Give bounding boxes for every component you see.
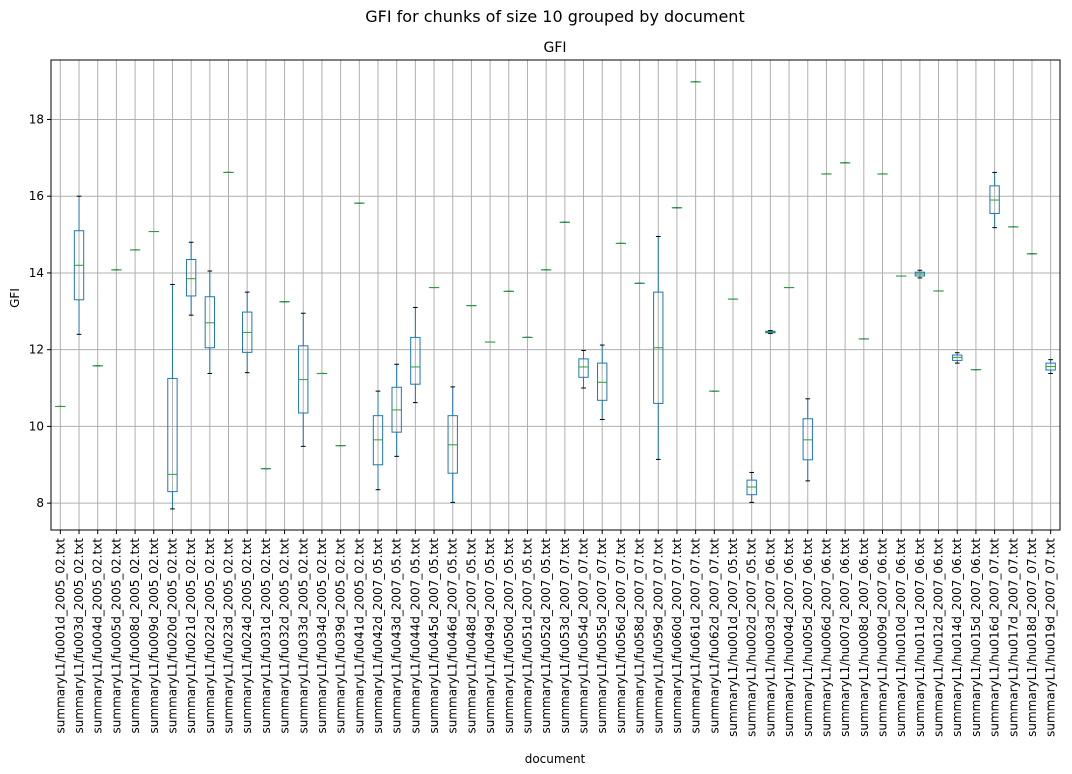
iqr-box bbox=[578, 358, 589, 378]
iqr-box bbox=[597, 362, 608, 401]
x-tick-label: summaryL1/hu011d_2007_06.txt bbox=[913, 538, 927, 737]
x-tick-label: summaryL1/hu016d_2007_07.txt bbox=[988, 538, 1002, 737]
y-tick-label: 8 bbox=[36, 496, 44, 510]
box-6 bbox=[167, 283, 178, 510]
boxes bbox=[55, 81, 1056, 510]
chart-title: GFI for chunks of size 10 grouped by doc… bbox=[365, 7, 744, 26]
box-28 bbox=[578, 349, 589, 389]
x-tick-label: summaryL1/fu039d_2005_02.txt bbox=[334, 538, 348, 734]
y-tick-label: 12 bbox=[29, 343, 44, 357]
x-tick-label: summaryL1/fu022d_2005_02.txt bbox=[203, 538, 217, 734]
x-tick-label: summaryL1/fu050d_2007_05.txt bbox=[502, 538, 516, 734]
box-10 bbox=[242, 291, 253, 374]
iqr-box bbox=[185, 259, 197, 297]
x-tick-label: summaryL1/fu054d_2007_07.txt bbox=[577, 538, 591, 734]
box-18 bbox=[391, 363, 402, 457]
x-axis-ticks: summaryL1/fu001d_2005_02.txt summaryL1/fu… bbox=[53, 530, 1058, 737]
x-tick-label: summaryL1/fu021d_2005_02.txt bbox=[184, 538, 198, 734]
x-tick-label: summaryL1/hu017d_2007_07.txt bbox=[1006, 538, 1020, 737]
box-8 bbox=[204, 270, 215, 374]
x-tick-label: summaryL1/hu018d_2007_07.txt bbox=[1025, 538, 1039, 737]
y-tick-label: 16 bbox=[29, 189, 44, 203]
x-tick-label: summaryL1/fu042d_2007_05.txt bbox=[371, 538, 385, 734]
x-tick-label: summaryL1/fu062d_2007_07.txt bbox=[707, 538, 721, 734]
x-tick-label: summaryL1/fu045d_2007_05.txt bbox=[427, 538, 441, 734]
x-tick-label: summaryL1/fu031d_2005_02.txt bbox=[259, 538, 273, 734]
x-tick-label: summaryL1/hu012d_2007_06.txt bbox=[932, 538, 946, 737]
x-tick-label: summaryL1/fu048d_2007_05.txt bbox=[464, 538, 478, 734]
x-tick-label: summaryL1/fu033d_2005_02.txt bbox=[296, 538, 310, 734]
iqr-box bbox=[802, 418, 813, 461]
x-tick-label: summaryL1/hu015d_2007_06.txt bbox=[969, 538, 983, 737]
box-29 bbox=[597, 344, 608, 421]
box-48 bbox=[952, 352, 963, 364]
x-tick-label: summaryL1/fu049d_2007_05.txt bbox=[483, 538, 497, 734]
box-32 bbox=[653, 235, 664, 460]
y-axis-ticks: 8 10 12 14 16 18 bbox=[29, 112, 51, 510]
y-tick-label: 14 bbox=[29, 266, 44, 280]
x-tick-label: summaryL1/fu041d_2005_02.txt bbox=[352, 538, 366, 734]
x-tick-label: summaryL1/fu032d_2005_02.txt bbox=[278, 538, 292, 734]
x-tick-label: summaryL1/fu034d_2005_02.txt bbox=[315, 538, 329, 734]
subplot-title: GFI bbox=[543, 40, 566, 56]
x-tick-label: summaryL1/hu019d_2007_07.txt bbox=[1044, 538, 1058, 737]
box-50 bbox=[989, 171, 1000, 229]
x-tick-label: summaryL1/fu005d_2005_02.txt bbox=[109, 538, 123, 734]
x-tick-label: summaryL1/fu023d_2005_02.txt bbox=[222, 538, 236, 734]
x-tick-label: summaryL1/fu046d_2007_05.txt bbox=[446, 538, 460, 734]
x-tick-label: summaryL1/hu005d_2007_06.txt bbox=[801, 538, 815, 737]
box-19 bbox=[410, 306, 421, 404]
x-tick-label: summaryL1/hu007d_2007_06.txt bbox=[838, 538, 852, 737]
box-38 bbox=[765, 329, 776, 335]
x-tick-label: summaryL1/hu002d_2007_05.txt bbox=[745, 538, 759, 737]
x-tick-label: summaryL1/fu061d_2007_07.txt bbox=[689, 538, 703, 734]
x-axis-label: document bbox=[525, 752, 586, 766]
box-53 bbox=[1045, 359, 1056, 374]
box-7 bbox=[185, 241, 197, 316]
x-tick-label: summaryL1/fu001d_2005_02.txt bbox=[53, 538, 67, 734]
x-tick-label: summaryL1/fu044d_2007_05.txt bbox=[408, 538, 422, 734]
x-tick-label: summaryL1/hu010d_2007_06.txt bbox=[894, 538, 908, 737]
x-tick-label: summaryL1/hu004d_2007_06.txt bbox=[782, 538, 796, 737]
box-21 bbox=[447, 386, 458, 503]
box-17 bbox=[372, 390, 384, 491]
box-46 bbox=[914, 269, 926, 279]
x-tick-label: summaryL1/fu024d_2005_02.txt bbox=[240, 538, 254, 734]
plot-frame bbox=[50, 59, 1061, 531]
x-tick-label: summaryL1/hu006d_2007_06.txt bbox=[819, 538, 833, 737]
iqr-box bbox=[204, 296, 215, 349]
x-tick-label: summaryL1/fu043d_2007_05.txt bbox=[390, 538, 404, 734]
x-tick-label: summaryL1/fu055d_2007_07.txt bbox=[595, 538, 609, 734]
x-tick-label: summaryL1/fu004d_2005_02.txt bbox=[91, 538, 105, 734]
x-tick-label: summaryL1/hu008d_2007_06.txt bbox=[857, 538, 871, 737]
x-tick-label: summaryL1/fu052d_2007_05.txt bbox=[539, 538, 553, 734]
y-tick-label: 10 bbox=[29, 419, 44, 433]
iqr-box bbox=[167, 377, 178, 493]
x-tick-label: summaryL1/hu014d_2007_06.txt bbox=[950, 538, 964, 737]
x-tick-label: summaryL1/fu051d_2007_05.txt bbox=[520, 538, 534, 734]
x-tick-label: summaryL1/fu053d_2007_07.txt bbox=[558, 538, 572, 734]
x-tick-label: summaryL1/hu001d_2007_05.txt bbox=[726, 538, 740, 737]
box-37 bbox=[746, 471, 757, 503]
x-tick-label: summaryL1/fu056d_2007_07.txt bbox=[614, 538, 628, 734]
x-tick-label: summaryL1/fu008d_2005_02.txt bbox=[128, 538, 142, 734]
y-tick-label: 18 bbox=[29, 112, 44, 126]
x-tick-label: summaryL1/fu060d_2007_07.txt bbox=[670, 538, 684, 734]
x-tick-label: summaryL1/fu003d_2005_02.txt bbox=[72, 538, 86, 734]
box-1 bbox=[73, 195, 85, 335]
x-tick-label: summaryL1/fu058d_2007_07.txt bbox=[633, 538, 647, 734]
iqr-box bbox=[410, 336, 421, 385]
x-tick-label: summaryL1/fu020d_2005_02.txt bbox=[165, 538, 179, 734]
box-40 bbox=[802, 398, 813, 482]
x-tick-label: summaryL1/fu059d_2007_07.txt bbox=[651, 538, 665, 734]
x-tick-label: summaryL1/fu009d_2005_02.txt bbox=[147, 538, 161, 734]
y-axis-label: GFI bbox=[8, 288, 22, 308]
x-tick-label: summaryL1/hu003d_2007_06.txt bbox=[763, 538, 777, 737]
box-13 bbox=[298, 312, 309, 447]
x-tick-label: summaryL1/hu009d_2007_06.txt bbox=[875, 538, 889, 737]
